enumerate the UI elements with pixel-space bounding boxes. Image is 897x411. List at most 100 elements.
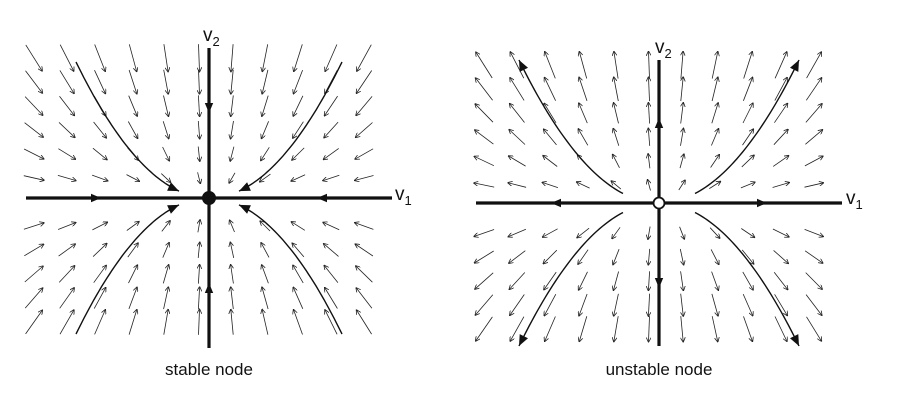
axis-arrowhead	[551, 198, 561, 208]
axis-arrowhead	[204, 283, 214, 293]
field-arrow	[262, 44, 269, 71]
stable-node-caption: stable node	[165, 360, 253, 379]
field-arrow	[24, 266, 43, 283]
field-arrow	[198, 120, 199, 139]
field-arrow	[476, 316, 493, 341]
field-arrow	[648, 103, 649, 124]
field-arrow	[578, 249, 589, 265]
trajectory-arrowhead	[239, 204, 251, 214]
field-arrow	[325, 310, 338, 335]
field-arrow	[24, 96, 43, 116]
field-arrow	[711, 77, 718, 102]
axis-arrowhead	[654, 118, 664, 128]
field-arrow	[614, 316, 619, 342]
trajectory-curve	[75, 204, 180, 335]
field-arrow	[25, 44, 42, 71]
field-arrow	[231, 95, 234, 116]
field-arrow	[355, 148, 374, 159]
field-arrow	[709, 181, 720, 189]
stable-node-panel: v2 v1	[23, 25, 412, 348]
trajectory-curve	[238, 61, 343, 192]
field-arrow	[24, 288, 43, 309]
field-arrow	[475, 104, 494, 123]
field-arrow	[804, 183, 824, 188]
trajectory-curve	[238, 204, 343, 335]
field-arrow	[163, 69, 169, 94]
field-arrow	[742, 103, 753, 124]
field-arrow	[613, 271, 619, 291]
field-arrow	[711, 129, 718, 146]
unstable-vector-field	[474, 51, 824, 342]
stable-vector-field	[23, 44, 374, 335]
field-arrow	[163, 309, 168, 335]
field-arrow	[356, 266, 373, 283]
field-arrow	[162, 146, 170, 161]
field-arrow	[128, 95, 138, 117]
field-arrow	[710, 249, 719, 264]
field-arrow	[475, 294, 494, 315]
field-arrow	[231, 287, 234, 310]
axis-arrowhead	[757, 198, 767, 208]
trajectory-arrowhead	[519, 60, 528, 72]
field-arrow	[679, 248, 683, 265]
unstable-trajectories	[518, 59, 800, 347]
unstable-equilibrium-point	[652, 196, 666, 210]
field-arrow	[23, 148, 44, 159]
field-arrow	[293, 287, 304, 309]
field-arrow	[231, 120, 234, 139]
field-arrow	[59, 70, 74, 93]
axis-arrowhead	[91, 193, 101, 203]
field-arrow	[510, 104, 525, 123]
field-arrow	[545, 316, 556, 342]
field-arrow	[711, 293, 718, 316]
field-arrow	[324, 265, 339, 283]
field-arrow	[474, 250, 494, 263]
field-arrow	[806, 52, 822, 79]
field-arrow	[23, 175, 44, 181]
field-arrow	[231, 44, 233, 72]
field-arrow	[510, 52, 525, 79]
field-arrow	[579, 293, 588, 316]
field-arrow	[128, 69, 137, 94]
field-arrow	[743, 316, 753, 341]
field-arrow	[579, 271, 588, 290]
field-arrow	[356, 96, 373, 115]
field-arrow	[324, 121, 339, 138]
field-arrow	[127, 121, 137, 139]
trajectory-arrowhead	[239, 182, 251, 192]
field-arrow	[58, 266, 75, 283]
field-arrow	[578, 129, 589, 146]
field-arrow	[543, 249, 558, 264]
field-arrow	[508, 156, 526, 167]
field-arrow	[544, 129, 557, 146]
field-arrow	[199, 309, 200, 335]
field-arrow	[774, 103, 787, 123]
field-arrow	[58, 148, 75, 160]
trajectory-curve	[518, 211, 624, 347]
field-arrow	[161, 173, 170, 183]
stable-axis-arrows	[91, 103, 327, 293]
field-arrow	[613, 128, 620, 146]
field-arrow	[163, 287, 169, 310]
field-arrow	[542, 182, 559, 188]
field-arrow	[127, 243, 138, 258]
field-arrow	[162, 242, 169, 258]
trajectory-arrowhead	[167, 182, 179, 192]
field-arrow	[355, 223, 374, 230]
unstable-node-panel: v2 v1	[474, 37, 863, 347]
field-arrow	[198, 242, 200, 258]
field-arrow	[58, 244, 76, 257]
field-arrow	[128, 287, 137, 310]
field-arrow	[357, 44, 372, 72]
field-arrow	[163, 44, 168, 72]
field-arrow	[804, 229, 824, 236]
field-arrow	[230, 242, 235, 258]
field-arrow	[743, 52, 753, 79]
field-arrow	[24, 122, 44, 138]
field-arrow	[614, 103, 619, 124]
field-arrow	[544, 271, 557, 290]
field-arrow	[612, 227, 621, 238]
field-arrow	[291, 222, 306, 231]
field-arrow	[805, 104, 822, 123]
